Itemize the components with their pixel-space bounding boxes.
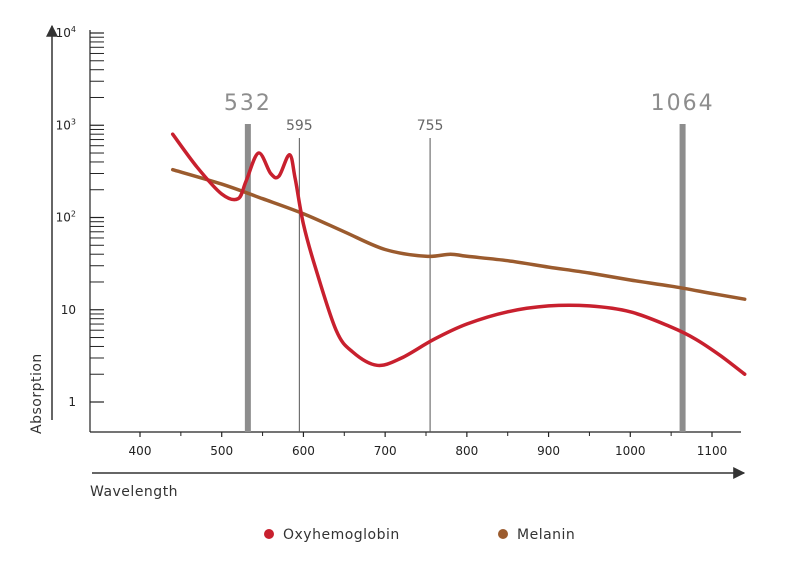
x-tick-label: 900 [537,444,560,458]
legend-label-melanin: Melanin [517,527,575,543]
x-tick-label: 800 [455,444,478,458]
laser-label-1064: 1064 [651,91,715,116]
series-line-oxyhemoglobin [170,132,747,376]
y-axis-title: Absorption [29,353,45,434]
y-tick-label: 103 [56,117,76,132]
legend-swatch-melanin [498,529,508,539]
series-lines [170,132,747,376]
y-tick-label: 1 [68,395,76,409]
series-line-melanin [170,167,747,301]
legend: Oxyhemoglobin Melanin [264,527,575,543]
x-tick-label: 400 [129,444,152,458]
legend-swatch-oxyhemoglobin [264,529,274,539]
legend-label-oxyhemoglobin: Oxyhemoglobin [283,527,400,543]
wavelength-markers: 532 595 755 1064 [224,91,715,432]
y-axis-ticks: 1 10 102 103 104 [56,25,104,409]
x-tick-label: 500 [210,444,233,458]
y-tick-label: 10 [61,303,76,317]
laser-label-532: 532 [224,91,272,116]
x-tick-label: 1000 [615,444,646,458]
x-tick-label: 600 [292,444,315,458]
x-tick-label: 1100 [697,444,728,458]
y-tick-label: 102 [56,210,76,225]
marker-label-595: 595 [286,118,313,134]
marker-label-755: 755 [417,118,444,134]
x-axis-ticks: 400 500 600 700 800 900 1000 1100 [129,432,728,458]
y-tick-label: 104 [56,25,76,40]
x-axis-title: Wavelength [90,484,178,500]
x-tick-label: 700 [374,444,397,458]
